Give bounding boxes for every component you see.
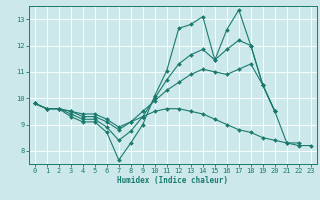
X-axis label: Humidex (Indice chaleur): Humidex (Indice chaleur)	[117, 176, 228, 185]
